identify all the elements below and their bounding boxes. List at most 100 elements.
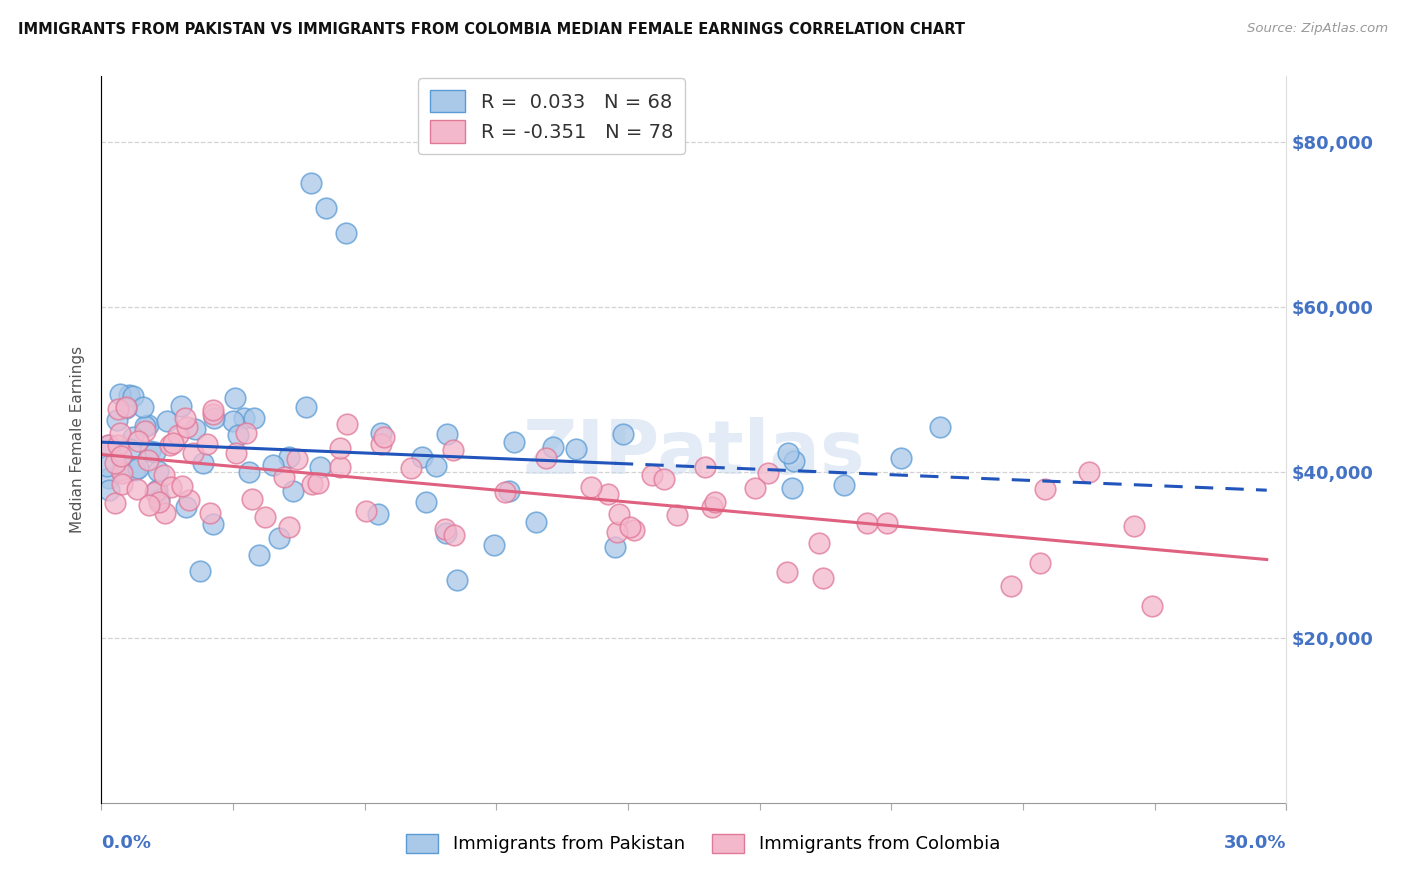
Point [336,417,359,432]
Point [96,458,118,473]
Point [125,482,148,496]
Point [603,540,626,554]
Point [1140,599,1163,614]
Point [143,484,166,499]
Point [536,450,558,465]
Point [890,451,912,466]
Point [108,386,131,401]
Point [335,226,357,240]
Point [181,446,204,460]
Point [443,528,465,542]
Point [145,445,167,459]
Point [399,461,422,475]
Point [118,388,141,402]
Point [170,478,193,492]
Point [138,453,160,467]
Point [482,538,505,552]
Point [267,532,290,546]
Point [693,460,716,475]
Point [148,492,170,507]
Legend: Immigrants from Pakistan, Immigrants from Colombia: Immigrants from Pakistan, Immigrants fro… [398,826,1008,861]
Point [780,482,803,496]
Point [367,507,389,521]
Point [315,201,337,215]
Point [778,446,800,460]
Point [783,454,806,468]
Point [111,476,134,491]
Point [704,495,727,509]
Text: IMMIGRANTS FROM PAKISTAN VS IMMIGRANTS FROM COLOMBIA MEDIAN FEMALE EARNINGS CORR: IMMIGRANTS FROM PAKISTAN VS IMMIGRANTS F… [18,22,966,37]
Point [1123,519,1146,533]
Point [233,411,256,425]
Point [111,466,134,480]
Point [436,427,458,442]
Point [202,517,225,532]
Text: Source: ZipAtlas.com: Source: ZipAtlas.com [1247,22,1388,36]
Point [134,424,156,438]
Point [136,417,159,432]
Point [153,468,176,483]
Point [177,493,200,508]
Point [121,389,143,403]
Point [273,470,295,484]
Point [98,471,121,485]
Point [832,478,855,492]
Point [240,492,263,507]
Point [97,438,120,452]
Legend: R =  0.033   N = 68, R = -0.351   N = 78: R = 0.033 N = 68, R = -0.351 N = 78 [419,78,685,154]
Point [127,434,149,449]
Point [138,499,160,513]
Point [120,442,142,457]
Point [775,565,797,579]
Point [278,450,301,464]
Point [1033,482,1056,496]
Point [226,428,249,442]
Point [238,465,260,479]
Point [224,392,246,406]
Point [433,522,456,536]
Point [107,438,129,452]
Point [105,412,128,426]
Point [370,437,392,451]
Point [370,425,392,440]
Point [104,456,127,470]
Point [1000,579,1022,593]
Point [612,427,634,442]
Point [191,456,214,470]
Point [411,450,433,464]
Point [114,400,136,414]
Point [115,401,138,415]
Point [665,508,688,522]
Point [98,438,121,452]
Point [170,399,193,413]
Point [301,477,323,491]
Point [1029,556,1052,570]
Point [623,524,645,538]
Point [138,443,160,458]
Point [198,506,221,520]
Point [127,461,149,475]
Point [202,407,225,421]
Point [295,401,318,415]
Point [425,458,447,473]
Point [446,573,468,587]
Point [153,506,176,520]
Point [1078,466,1101,480]
Point [541,440,564,454]
Point [146,464,169,478]
Point [596,487,619,501]
Point [579,480,602,494]
Point [607,507,630,521]
Point [188,565,211,579]
Point [928,419,950,434]
Point [619,520,641,534]
Point [307,475,329,490]
Point [856,516,879,530]
Text: 0.0%: 0.0% [101,834,152,852]
Point [160,480,183,494]
Point [373,430,395,444]
Point [132,401,155,415]
Point [202,410,225,425]
Point [184,422,207,436]
Point [652,472,675,486]
